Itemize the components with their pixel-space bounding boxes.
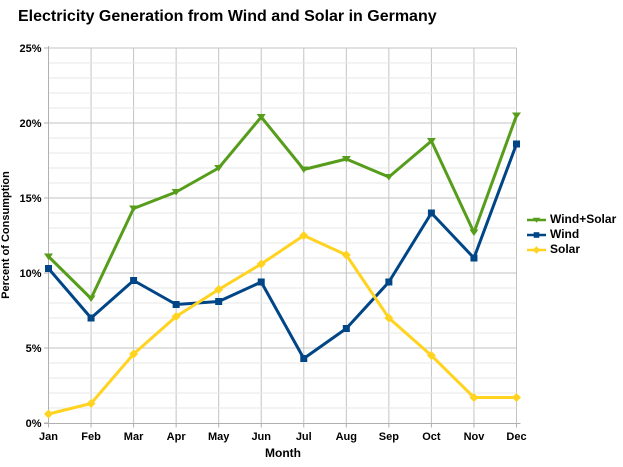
legend-entry: Wind+Solar (527, 213, 616, 226)
data-point-marker (426, 138, 436, 145)
x-tick-label: May (208, 431, 230, 443)
series-solar (44, 231, 521, 419)
x-tick-label: Mar (124, 431, 144, 443)
data-point-marker (129, 205, 139, 212)
data-point-marker (171, 312, 181, 321)
series-wind-solar (44, 112, 521, 302)
data-point-marker (44, 253, 53, 260)
data-point-marker (384, 313, 394, 323)
data-point-marker (533, 231, 540, 238)
x-tick-label: Jun (251, 431, 271, 443)
data-point-marker (299, 231, 309, 240)
data-point-marker (384, 174, 394, 181)
data-point-marker (470, 254, 478, 262)
data-point-marker (385, 278, 393, 286)
data-point-marker (532, 245, 541, 254)
data-point-marker (214, 165, 224, 172)
y-tick-label: 25% (19, 43, 41, 55)
data-point-marker (86, 295, 96, 302)
y-tick-label: 20% (19, 118, 41, 130)
data-point-marker (256, 114, 266, 121)
data-point-marker (44, 409, 53, 419)
y-tick-label: 0% (26, 418, 42, 430)
x-tick-label: Apr (167, 431, 187, 443)
data-point-marker (86, 399, 96, 408)
chart-title: Electricity Generation from Wind and Sol… (18, 8, 437, 25)
x-axis-title: Month (265, 446, 301, 460)
data-point-marker (512, 393, 521, 402)
legend-label: Wind+Solar (550, 212, 617, 226)
series-line (47, 114, 518, 300)
legend-label: Solar (550, 242, 581, 256)
legend-entry: Wind (527, 228, 616, 241)
chart-legend: Wind+Solar Wind Solar (527, 213, 616, 256)
data-point-marker (214, 285, 224, 294)
legend-marker-icon (527, 217, 546, 223)
data-point-marker (45, 265, 52, 272)
x-tick-label: Nov (464, 431, 486, 443)
y-tick-label: 5% (26, 343, 42, 355)
data-point-marker (512, 112, 521, 119)
data-point-marker (130, 277, 138, 284)
data-point-marker (469, 229, 479, 236)
data-point-marker (342, 325, 350, 332)
legend-marker-icon (527, 245, 546, 254)
data-point-marker (300, 355, 308, 362)
data-point-marker (513, 140, 520, 148)
series-line (47, 234, 518, 416)
data-point-marker (171, 189, 181, 196)
data-point-marker (341, 250, 351, 260)
y-tick-label: 15% (19, 193, 41, 205)
data-point-marker (172, 301, 180, 308)
data-point-marker (129, 349, 139, 359)
legend-marker-icon (527, 231, 546, 238)
data-point-marker (257, 278, 265, 286)
data-point-marker (426, 351, 436, 360)
data-point-marker (215, 298, 223, 305)
legend-label: Wind (550, 227, 580, 241)
x-tick-label: Oct (422, 431, 441, 443)
legend-entry: Solar (527, 243, 616, 256)
x-tick-label: Dec (506, 431, 526, 443)
x-tick-label: Aug (336, 431, 357, 443)
y-axis-title: Percent of Consumption (0, 171, 12, 299)
data-point-marker (256, 259, 266, 269)
data-point-marker (299, 166, 309, 173)
data-point-marker (427, 209, 435, 217)
data-point-marker (341, 156, 351, 163)
x-tick-label: Jul (296, 431, 312, 443)
data-point-marker (532, 217, 541, 223)
series-line (47, 142, 518, 360)
series-wind (45, 140, 520, 362)
x-tick-label: Feb (81, 431, 101, 443)
data-point-marker (87, 314, 95, 322)
data-point-marker (469, 393, 479, 402)
y-tick-label: 10% (19, 268, 41, 280)
x-tick-label: Jan (39, 431, 58, 443)
x-tick-label: Sep (379, 431, 399, 443)
